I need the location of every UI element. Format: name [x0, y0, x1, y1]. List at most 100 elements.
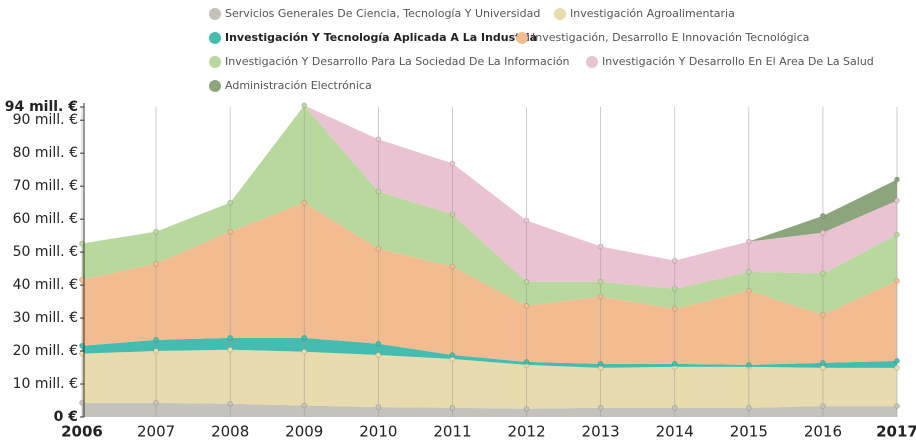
x-tick-label: 2013 — [582, 423, 620, 441]
point — [449, 263, 456, 270]
point — [671, 361, 678, 367]
point — [375, 340, 382, 347]
point — [746, 404, 752, 411]
point — [375, 188, 382, 195]
y-tick-label: 80 mill. € — [13, 145, 78, 161]
x-tick-label: 2012 — [507, 423, 545, 441]
point — [597, 404, 604, 411]
point — [820, 403, 826, 409]
point — [746, 287, 752, 294]
y-tick-label: 20 mill. € — [13, 343, 78, 359]
y-tick-label: 94 mill. € — [5, 99, 78, 115]
point — [523, 359, 530, 365]
y-tick-label: 10 mill. € — [13, 376, 78, 392]
x-tick-label: 2017 — [876, 423, 916, 441]
point — [449, 404, 456, 411]
legend-label: Investigación Y Desarrollo En El Area De… — [602, 55, 874, 68]
point — [153, 228, 159, 235]
x-tick-label: 2008 — [211, 423, 249, 441]
point — [523, 278, 530, 285]
legend-label: Investigación Y Desarrollo Para La Socie… — [225, 55, 570, 68]
point — [671, 285, 678, 292]
point — [301, 402, 308, 409]
point — [227, 401, 233, 407]
point — [671, 306, 678, 312]
point — [153, 337, 159, 343]
point — [153, 348, 159, 354]
y-tick-label: 30 mill. € — [13, 310, 78, 326]
x-tick-label: 2006 — [61, 423, 103, 441]
point — [301, 199, 308, 206]
point — [820, 360, 826, 366]
x-tick-label: 2007 — [137, 423, 175, 441]
point — [153, 260, 159, 267]
x-tick-label: 2010 — [359, 423, 397, 441]
point — [894, 197, 900, 204]
point — [820, 311, 826, 318]
point — [597, 243, 604, 250]
point — [746, 238, 752, 245]
point — [523, 303, 530, 309]
point — [597, 361, 604, 367]
point — [671, 404, 678, 411]
legend-label: Administración Electrónica — [225, 79, 372, 92]
point — [597, 293, 604, 300]
point — [301, 335, 308, 341]
point — [894, 403, 900, 409]
point — [375, 352, 382, 358]
y-tick-label: 70 mill. € — [13, 178, 78, 194]
area — [82, 105, 897, 315]
y-tick-label: 50 mill. € — [13, 244, 78, 260]
point — [153, 400, 159, 406]
point — [227, 228, 233, 235]
point — [523, 217, 530, 224]
legend-label: Investigación Agroalimentaria — [570, 7, 735, 20]
point — [301, 348, 308, 355]
point — [671, 257, 678, 264]
point — [894, 176, 900, 183]
point — [301, 102, 308, 109]
x-tick-label: 2014 — [656, 423, 694, 441]
area — [82, 349, 897, 409]
point — [746, 362, 752, 368]
legend-marker — [554, 8, 566, 20]
point — [449, 352, 456, 358]
legend-marker — [209, 56, 221, 68]
point — [746, 269, 752, 275]
point — [375, 246, 382, 252]
point — [894, 365, 900, 371]
legend-marker — [516, 32, 528, 44]
point — [449, 211, 456, 218]
x-tick-label: 2016 — [804, 423, 842, 441]
point — [375, 404, 382, 410]
point — [375, 136, 382, 143]
point — [820, 270, 826, 277]
legend-label: Servicios Generales De Ciencia, Tecnolog… — [225, 7, 540, 20]
y-tick-label: 40 mill. € — [13, 277, 78, 293]
area — [82, 202, 897, 365]
legend-marker — [586, 56, 598, 68]
point — [227, 346, 233, 353]
legend-marker — [209, 8, 221, 20]
legend-marker — [209, 32, 221, 44]
point — [449, 160, 456, 167]
y-tick-label: 90 mill. € — [13, 112, 78, 128]
area — [82, 402, 897, 417]
point — [820, 365, 826, 371]
point — [820, 229, 826, 236]
area — [82, 337, 897, 368]
y-tick-label: 0 € — [54, 409, 78, 425]
legend-label: Investigación Y Tecnología Aplicada A La… — [225, 31, 537, 44]
point — [227, 335, 233, 341]
legend-marker — [209, 80, 221, 92]
point — [894, 231, 900, 238]
x-tick-label: 2011 — [433, 423, 471, 441]
point — [894, 277, 900, 284]
legend-label: Investigación, Desarrollo E Innovación T… — [532, 31, 809, 44]
x-tick-label: 2015 — [730, 423, 768, 441]
y-tick-label: 60 mill. € — [13, 211, 78, 227]
area — [82, 105, 897, 289]
point — [227, 199, 233, 206]
point — [523, 405, 530, 412]
